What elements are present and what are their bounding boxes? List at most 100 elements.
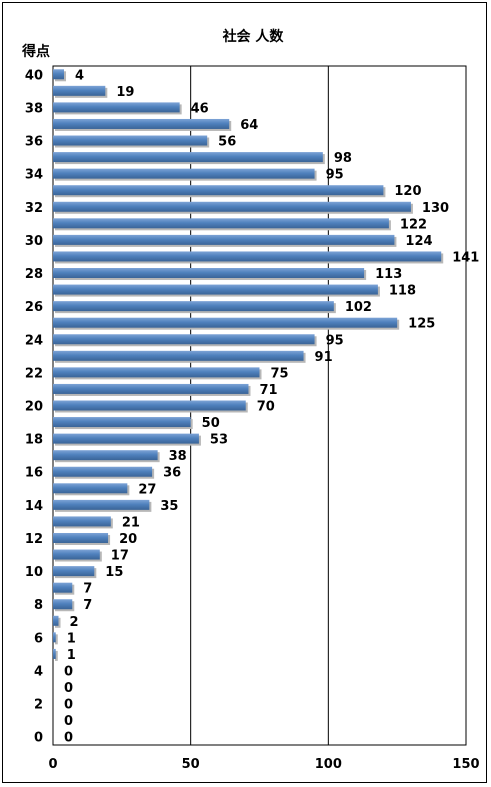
bar xyxy=(53,118,230,129)
data-label: 125 xyxy=(408,317,435,332)
y-tick-label: 14 xyxy=(25,499,43,514)
data-label: 7 xyxy=(83,598,92,613)
data-label: 113 xyxy=(375,267,402,282)
bar xyxy=(53,516,111,527)
bar xyxy=(53,69,65,80)
x-tick-label: 150 xyxy=(452,757,479,772)
x-tick-label: 0 xyxy=(48,757,57,772)
data-label: 0 xyxy=(64,664,73,679)
data-label: 120 xyxy=(394,184,421,199)
bar xyxy=(53,334,315,345)
bar xyxy=(53,251,442,262)
data-label: 0 xyxy=(64,681,73,696)
y-tick-label: 22 xyxy=(25,366,43,381)
bar xyxy=(53,499,150,510)
data-label: 27 xyxy=(138,482,156,497)
data-label: 95 xyxy=(326,168,344,183)
y-tick-label: 28 xyxy=(25,267,43,282)
bar xyxy=(53,599,73,610)
y-tick-label: 32 xyxy=(25,201,43,216)
bar xyxy=(53,483,128,494)
data-label: 17 xyxy=(111,549,129,564)
y-tick-label: 36 xyxy=(25,135,43,150)
y-axis-label: 得点 xyxy=(21,43,50,60)
data-label: 4 xyxy=(75,68,84,83)
data-label: 70 xyxy=(257,400,275,415)
data-label: 1 xyxy=(67,648,76,663)
y-tick-label: 0 xyxy=(34,731,43,746)
data-label: 53 xyxy=(210,433,228,448)
bar xyxy=(53,532,109,543)
data-label: 7 xyxy=(83,582,92,597)
data-label: 21 xyxy=(122,515,140,530)
data-label: 130 xyxy=(422,201,449,216)
data-label: 91 xyxy=(315,350,333,365)
bar xyxy=(53,582,73,593)
bar xyxy=(53,350,304,361)
data-label: 122 xyxy=(400,217,427,232)
data-label: 64 xyxy=(240,118,258,133)
y-tick-label: 6 xyxy=(34,631,43,646)
bar xyxy=(53,566,95,577)
bar xyxy=(53,417,191,428)
data-label: 19 xyxy=(116,85,134,100)
data-label: 118 xyxy=(389,284,416,299)
data-label: 141 xyxy=(452,250,479,265)
data-label: 95 xyxy=(326,333,344,348)
y-tick-label: 12 xyxy=(25,532,43,547)
bar xyxy=(53,450,158,461)
y-tick-label: 16 xyxy=(25,466,43,481)
bar-shadow xyxy=(55,634,58,645)
data-label: 38 xyxy=(169,449,187,464)
bar xyxy=(53,317,398,328)
bar xyxy=(53,234,395,245)
data-label: 46 xyxy=(191,101,209,116)
data-label: 35 xyxy=(160,499,178,514)
data-label: 15 xyxy=(105,565,123,580)
y-tick-label: 38 xyxy=(25,101,43,116)
y-tick-label: 30 xyxy=(25,234,43,249)
y-tick-label: 26 xyxy=(25,300,43,315)
bar xyxy=(53,268,365,279)
bar xyxy=(53,549,100,560)
y-tick-label: 10 xyxy=(25,565,43,580)
chart-title: 社会 人数 xyxy=(222,28,285,45)
data-label: 50 xyxy=(202,416,220,431)
data-label: 0 xyxy=(64,698,73,713)
bar xyxy=(53,433,199,444)
plot-area: 0 50 100 1504194664569895120130122124141113… xyxy=(25,65,480,772)
data-label: 20 xyxy=(119,532,137,547)
bar xyxy=(53,102,180,113)
bar xyxy=(53,615,59,626)
bar xyxy=(53,648,56,659)
bar xyxy=(53,632,56,643)
chart-svg: 社会 人数 得点 0 50 100 1504194664569895120130122… xyxy=(21,28,480,772)
y-tick-label: 8 xyxy=(34,598,43,613)
bar xyxy=(53,400,246,411)
bar xyxy=(53,152,323,163)
bar xyxy=(53,466,153,477)
y-tick-label: 2 xyxy=(34,698,43,713)
data-label: 2 xyxy=(70,615,79,630)
y-tick-label: 40 xyxy=(25,68,43,83)
bar xyxy=(53,168,315,179)
data-label: 98 xyxy=(334,151,352,166)
x-tick-label: 100 xyxy=(315,757,342,772)
y-tick-label: 20 xyxy=(25,400,43,415)
bar-shadow xyxy=(55,650,58,661)
bar xyxy=(53,301,334,312)
bar xyxy=(53,135,208,146)
bar xyxy=(53,218,389,229)
data-label: 56 xyxy=(218,135,236,150)
data-label: 124 xyxy=(405,234,432,249)
data-label: 102 xyxy=(345,300,372,315)
data-label: 36 xyxy=(163,466,181,481)
data-label: 75 xyxy=(271,366,289,381)
bar xyxy=(53,201,411,212)
bar xyxy=(53,185,384,196)
data-label: 0 xyxy=(64,731,73,746)
y-tick-label: 24 xyxy=(25,333,43,348)
y-tick-label: 34 xyxy=(25,168,43,183)
bar xyxy=(53,85,106,96)
